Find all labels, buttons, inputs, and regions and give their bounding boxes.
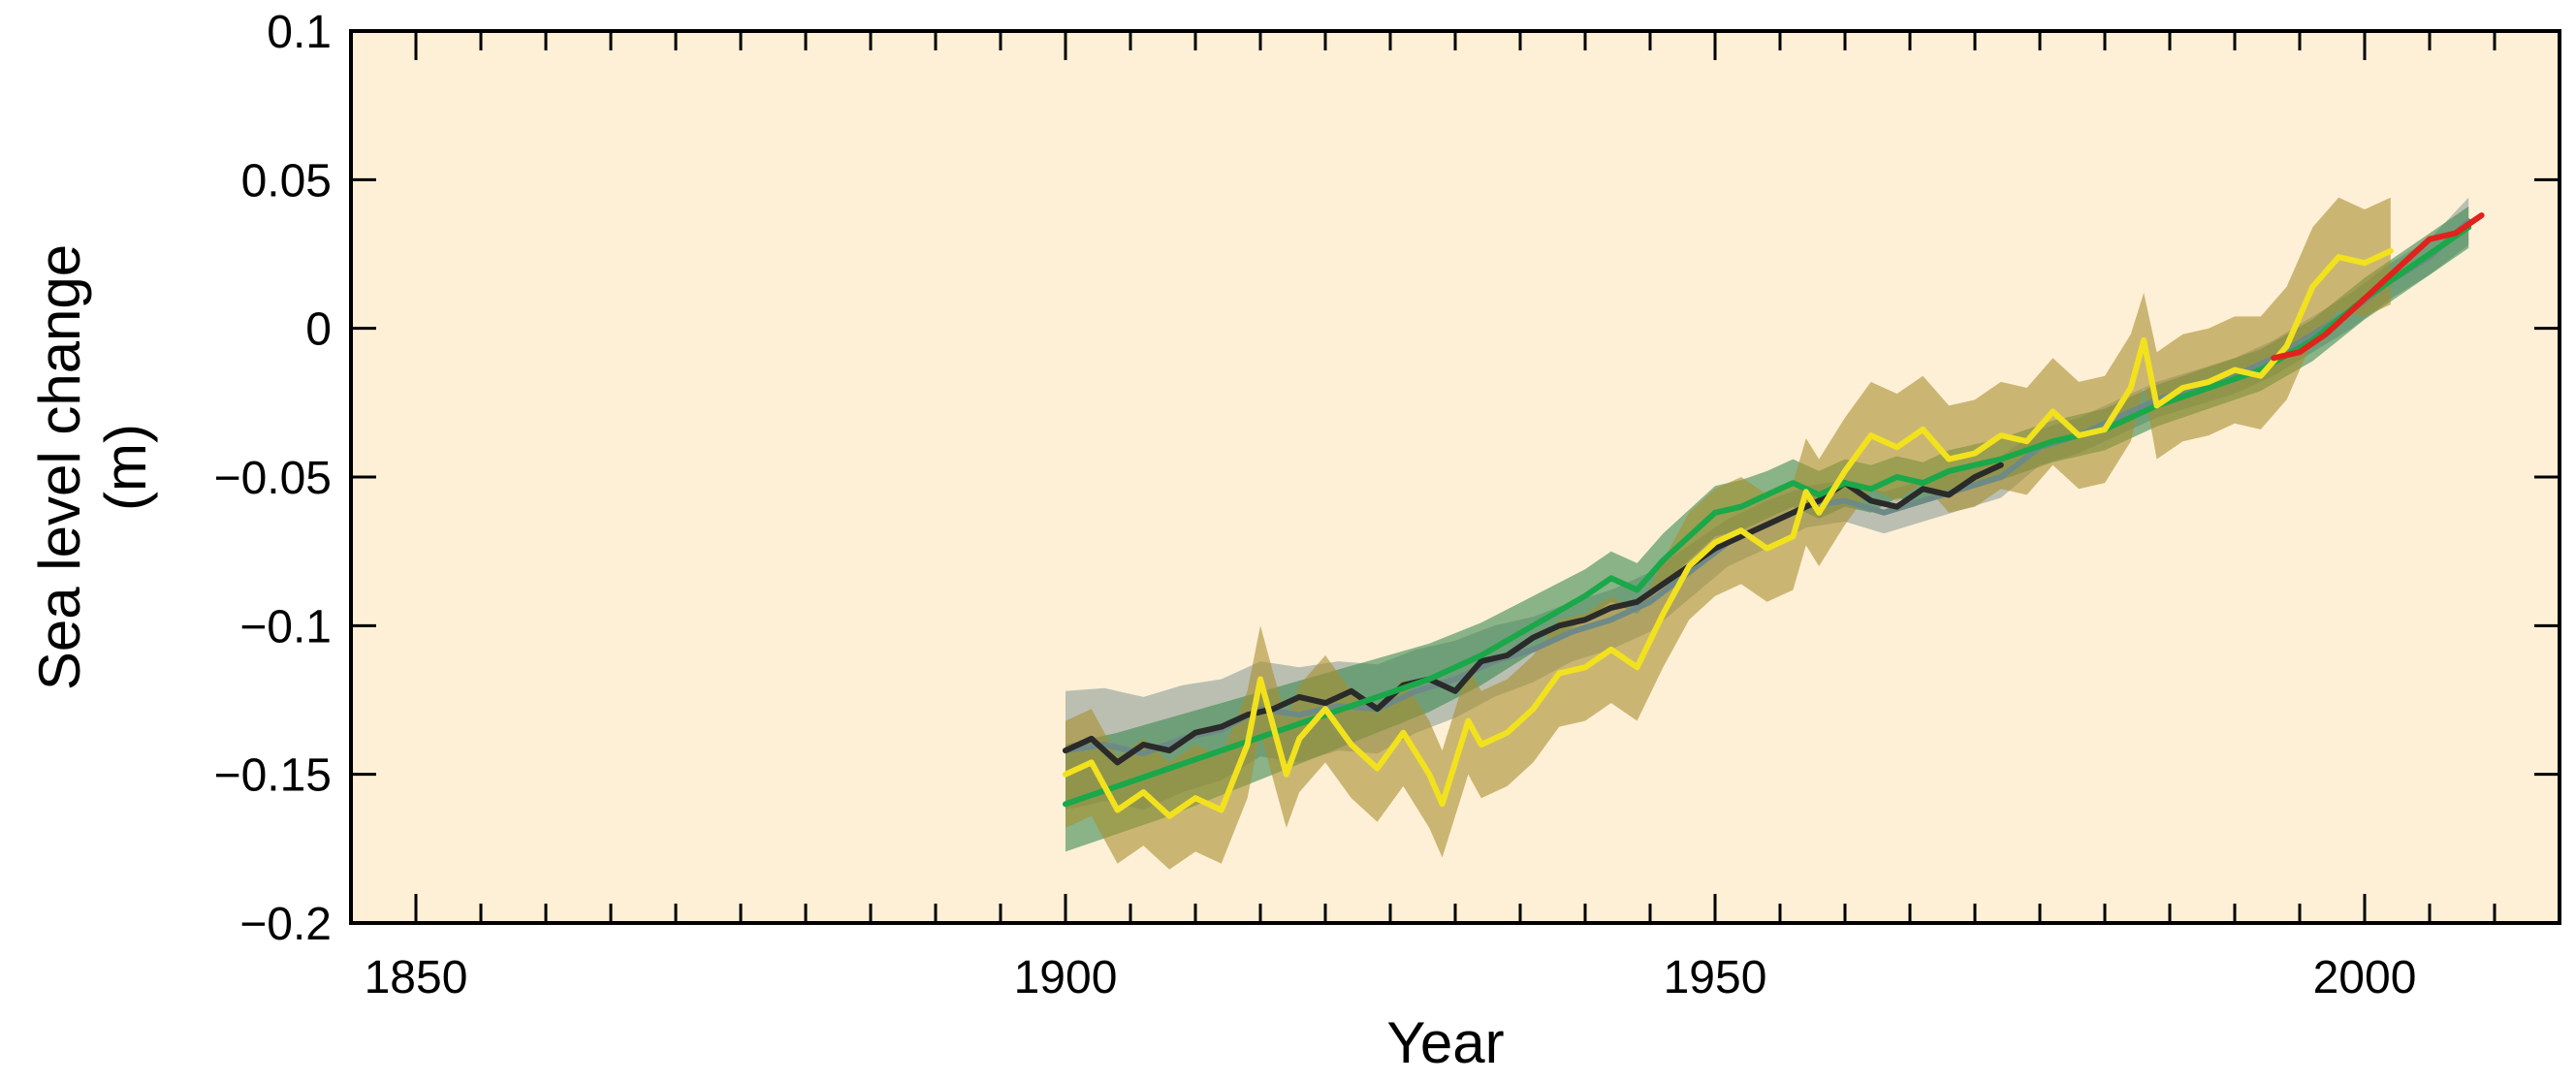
x-axis-ticks: 1850 1900 1950 2000 <box>365 31 2496 1003</box>
y-tick-label: −0.1 <box>239 601 332 652</box>
y-tick-label: 0.05 <box>241 155 332 207</box>
y-axis-ticks: 0.1 0.05 0 −0.05 −0.1 −0.15 −0.2 <box>214 7 2560 950</box>
series-lines <box>1063 212 2485 819</box>
x-tick-label: 1850 <box>365 952 468 1003</box>
series-line-4 <box>1063 247 2394 819</box>
y-axis-label: Sea level change <box>27 244 92 690</box>
x-tick-label: 1900 <box>1014 952 1118 1003</box>
x-tick-label: 2000 <box>2313 952 2417 1003</box>
x-tick-label: 1950 <box>1664 952 1767 1003</box>
series-line-5 <box>2271 212 2485 362</box>
y-tick-label: 0.1 <box>267 7 332 58</box>
y-tick-label: −0.2 <box>239 899 332 950</box>
y-tick-label: −0.05 <box>214 453 332 504</box>
y-tick-label: 0 <box>305 304 332 356</box>
x-axis-label: Year <box>1386 1010 1504 1075</box>
y-axis-unit: (m) <box>93 424 158 511</box>
y-tick-label: −0.15 <box>214 750 332 802</box>
